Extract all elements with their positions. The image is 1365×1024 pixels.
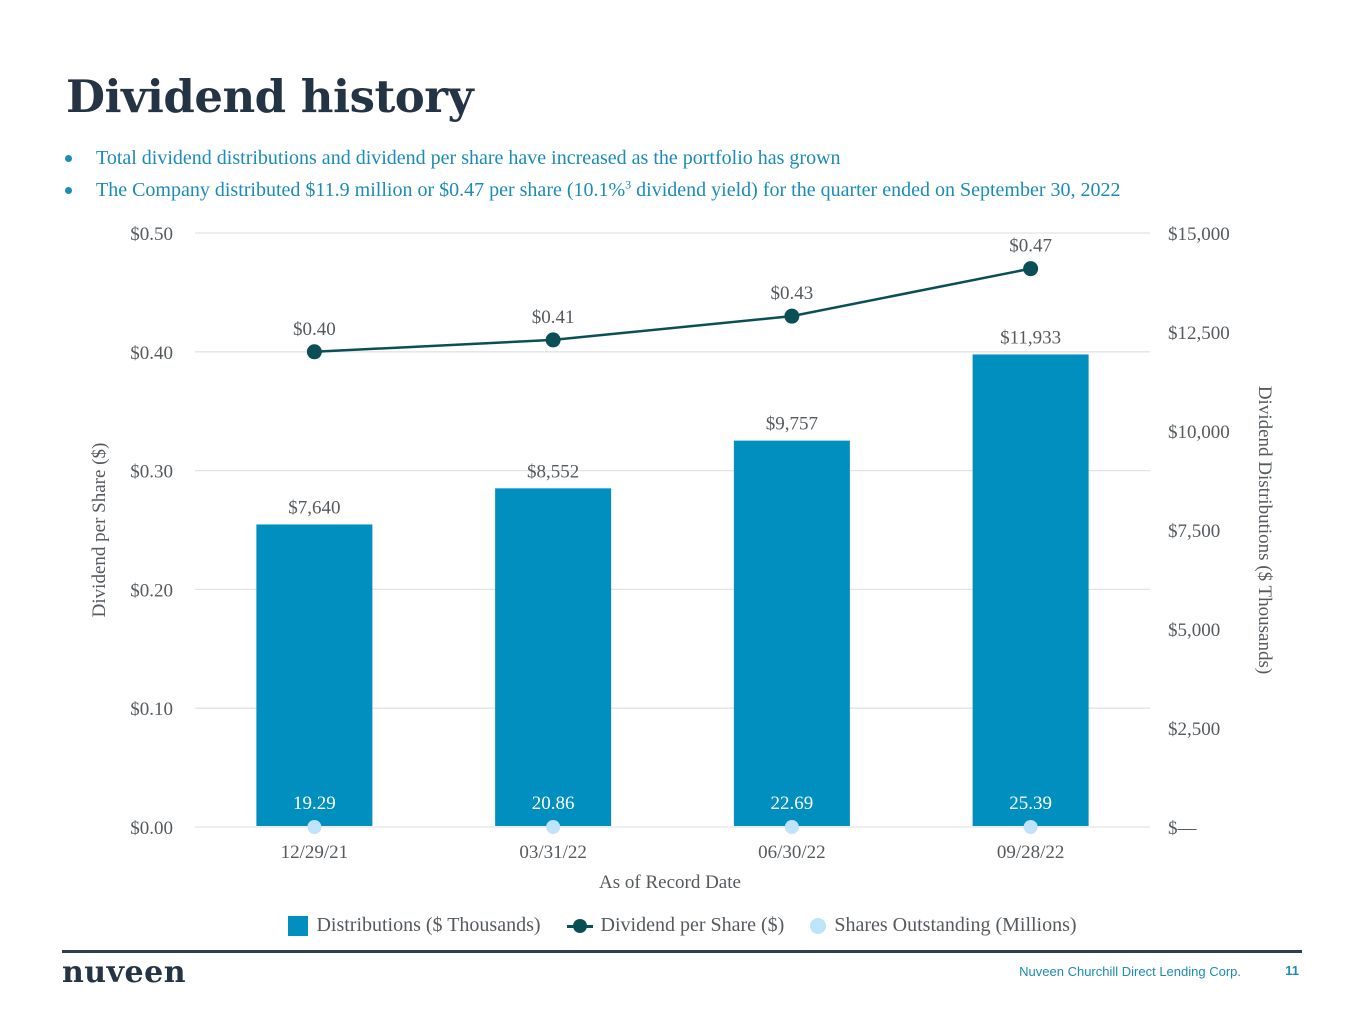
footer-company-name: Nuveen Churchill Direct Lending Corp. [1019,964,1241,979]
y-tick-label: $0.40 [130,343,173,364]
bullet-item: The Company distributed $11.9 million or… [60,174,1120,206]
bar [495,488,612,826]
x-tick-label: 12/29/21 [281,842,349,863]
y-axis-title: Dividend per Share ($) [89,443,110,618]
line-point [784,308,800,324]
y2-axis-title: Dividend Distributions ($ Thousands) [1254,386,1275,674]
bullet-dot-icon [65,187,72,194]
bullet-item: Total dividend distributions and dividen… [60,142,1120,174]
line-series [306,261,1039,360]
y2-tick-label: $2,500 [1168,719,1220,740]
shares-data-labels: 19.29 20.86 22.69 25.39 [293,793,1052,814]
shares-point [546,820,561,834]
shares-series [307,820,1038,834]
page-number: 11 [1285,963,1299,978]
shares-value-label: 25.39 [1009,793,1052,814]
bar [733,440,850,826]
dot-marker-icon [810,917,827,934]
line-value-label: $0.43 [771,283,814,304]
x-axis-ticks: 12/29/21 03/31/22 06/30/22 09/28/22 [281,842,1065,863]
legend-item-distributions: Distributions ($ Thousands) [288,914,541,937]
legend-label: Shares Outstanding (Millions) [834,914,1077,936]
bar-value-label: $7,640 [288,497,340,518]
nuveen-logo: nuveen [62,955,187,990]
bullet-text: Total dividend distributions and dividen… [96,147,841,169]
y2-tick-label: $12,500 [1168,323,1230,344]
bullet-text-before: The Company distributed $11.9 million or… [96,179,626,201]
line-point [1023,261,1039,277]
legend-label: Dividend per Share ($) [600,914,785,936]
right-axis-ticks: $— $2,500 $5,000 $7,500 $10,000 $12,500 $15,00… [1168,224,1230,839]
shares-value-label: 19.29 [293,793,336,814]
line-value-label: $0.40 [293,319,336,340]
footer-divider [62,950,1302,953]
bullet-dot-icon [65,155,72,162]
footnote-marker: 3 [625,177,632,192]
legend-item-shares-outstanding: Shares Outstanding (Millions) [810,914,1077,937]
line-point [545,332,561,348]
legend-item-dividend-per-share: Dividend per Share ($) [566,914,785,937]
y2-tick-label: $— [1168,818,1198,839]
shares-point [307,820,322,834]
y-tick-label: $0.30 [130,462,173,483]
shares-point [1023,820,1038,834]
bar-value-label: $8,552 [527,461,579,482]
line-value-label: $0.47 [1009,236,1052,257]
bullet-text-after: dividend yield) for the quarter ended on… [631,179,1121,201]
page-title: Dividend history [66,70,474,123]
bar [256,524,373,826]
line-point [306,344,322,360]
bar [972,354,1089,826]
shares-value-label: 20.86 [532,793,575,814]
y-tick-label: $0.00 [130,818,173,839]
legend-label: Distributions ($ Thousands) [316,914,541,936]
chart-legend: Distributions ($ Thousands) Dividend per… [0,914,1365,937]
line-value-label: $0.41 [532,307,575,328]
bar-value-label: $11,933 [1000,327,1061,348]
x-axis-title: As of Record Date [599,872,741,893]
line-data-labels: $0.40 $0.41 $0.43 $0.47 [293,236,1052,340]
bar-value-label: $9,757 [766,414,818,435]
line-marker-icon [566,916,593,936]
dividend-line [314,267,1031,354]
shares-point [784,820,799,834]
y2-tick-label: $5,000 [1168,620,1220,641]
bullet-list: Total dividend distributions and dividen… [60,142,1120,206]
bar-swatch-icon [288,915,309,936]
y-tick-label: $0.20 [130,580,173,601]
y-tick-label: $0.10 [130,699,173,720]
y2-tick-label: $7,500 [1168,521,1220,542]
x-tick-label: 03/31/22 [519,842,587,863]
bar-series [256,354,1089,826]
y-tick-label: $0.50 [130,224,173,245]
left-axis-ticks: $0.00 $0.10 $0.20 $0.30 $0.40 $0.50 [130,224,173,839]
y2-tick-label: $15,000 [1168,224,1230,245]
y2-tick-label: $10,000 [1168,422,1230,443]
x-tick-label: 06/30/22 [758,842,826,863]
x-tick-label: 09/28/22 [997,842,1065,863]
shares-value-label: 22.69 [771,793,814,814]
bar-data-labels: $7,640 $8,552 $9,757 $11,933 [288,327,1061,518]
